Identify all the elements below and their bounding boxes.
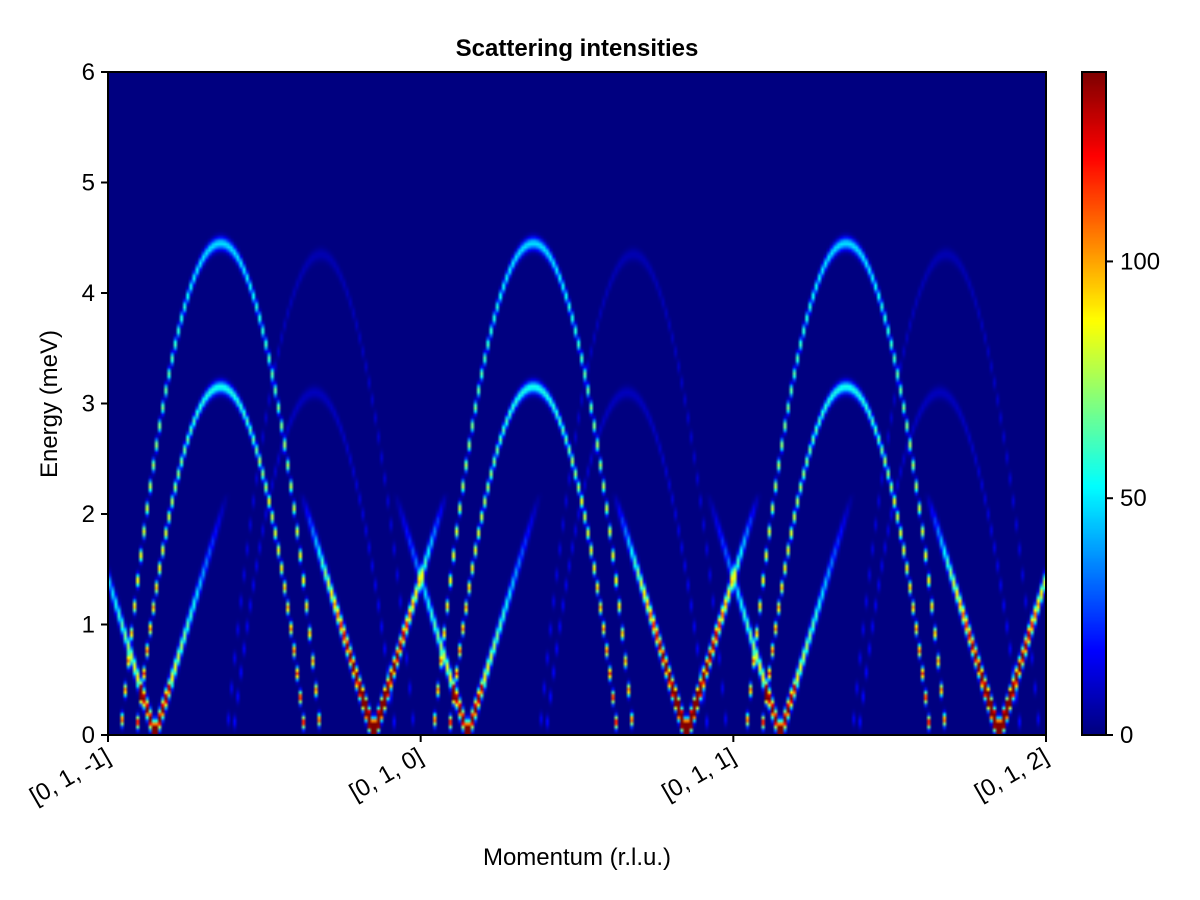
colorbar-tick-label: 0 xyxy=(1120,722,1133,749)
x-axis-label: Momentum (r.l.u.) xyxy=(483,844,671,871)
colorbar-frame xyxy=(1081,71,1107,736)
x-axis: [0, 1, -1] [0, 1, 0] [0, 1, 1] [0, 1, 2] xyxy=(25,735,1053,810)
y-tick-label: 2 xyxy=(82,501,95,528)
y-tick-label: 0 xyxy=(82,722,95,749)
x-tick-label: [0, 1, 1] xyxy=(657,743,740,806)
x-tick-label: [0, 1, -1] xyxy=(25,743,115,810)
x-tick-label: [0, 1, 2] xyxy=(970,743,1053,806)
heatmap xyxy=(108,72,1046,735)
x-tick-label: [0, 1, 0] xyxy=(345,743,428,806)
colorbar-gradient xyxy=(1082,72,1106,735)
y-tick-label: 5 xyxy=(82,170,95,197)
y-axis-label: Energy (meV) xyxy=(36,330,63,478)
plot-area xyxy=(107,71,1047,736)
colorbar: 0 50 100 xyxy=(1081,71,1160,749)
y-tick-label: 4 xyxy=(82,280,95,307)
colorbar-tick-label: 50 xyxy=(1120,485,1147,512)
chart-title: Scattering intensities xyxy=(456,35,699,62)
colorbar-tick-label: 100 xyxy=(1120,248,1160,275)
y-tick-label: 3 xyxy=(82,391,95,418)
colorbar-ticks: 0 50 100 xyxy=(1106,248,1160,749)
y-tick-label: 1 xyxy=(82,612,95,639)
y-tick-label: 6 xyxy=(82,59,95,86)
y-axis: 0 1 2 3 4 5 6 xyxy=(82,59,108,749)
